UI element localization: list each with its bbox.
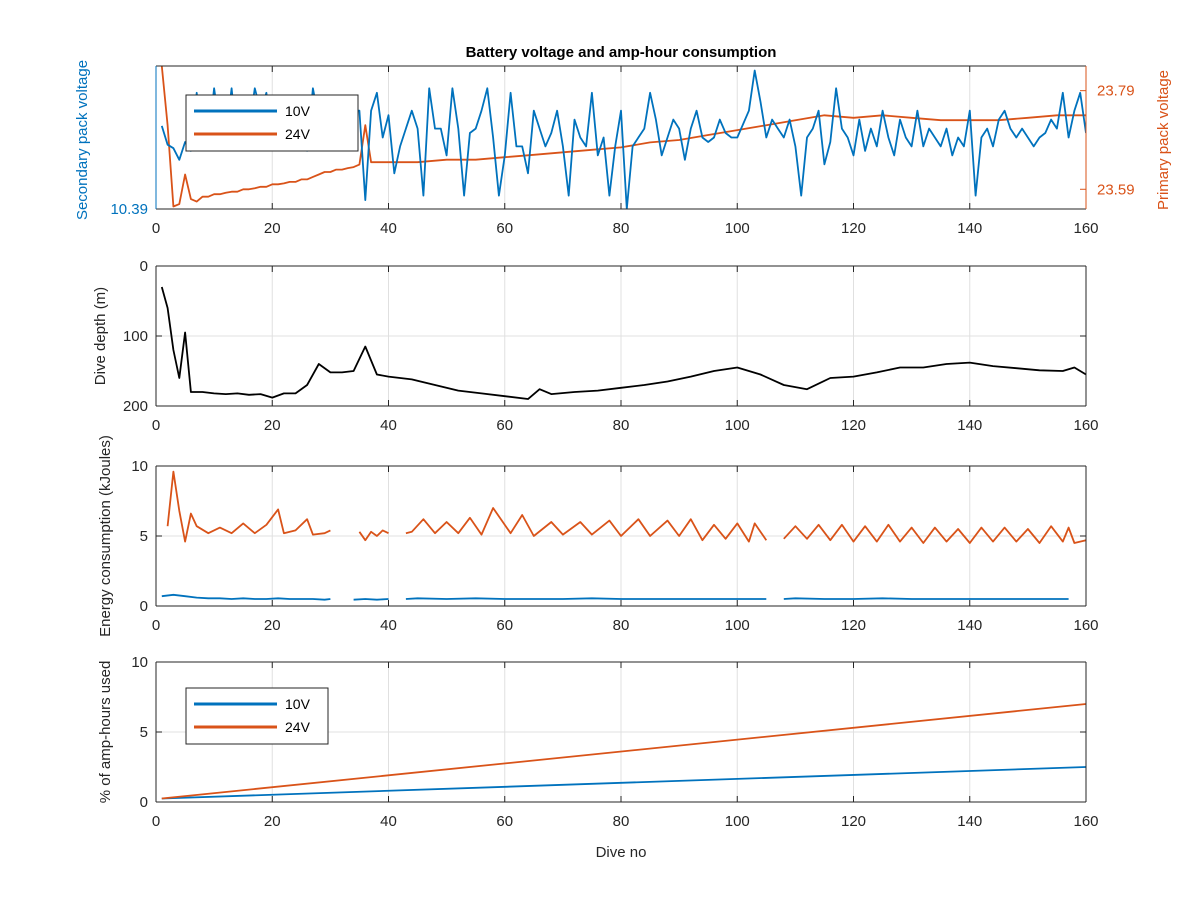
legend-box xyxy=(185,687,329,745)
x-tick-label: 60 xyxy=(496,617,513,634)
x-tick-label: 20 xyxy=(264,813,281,830)
dive-no-axis-label: Dive no xyxy=(596,844,647,861)
energy-panel: 0 20 40 60 80 100 120 140 160 0 5 10 xyxy=(131,458,1098,634)
x-tick-label: 160 xyxy=(1073,417,1098,434)
energy-24v-line xyxy=(783,523,1087,544)
x-tick-label: 100 xyxy=(725,220,750,237)
energy-10v-line xyxy=(353,598,389,601)
x-tick-label: 160 xyxy=(1073,813,1098,830)
x-tick-label: 100 xyxy=(725,617,750,634)
energy-10v-line xyxy=(405,597,767,600)
primary-voltage-axis-label: Primary pack voltage xyxy=(1155,70,1172,210)
x-tick-label: 40 xyxy=(380,220,397,237)
y-right-tick-label: 23.79 xyxy=(1097,83,1135,100)
x-tick-label: 60 xyxy=(496,417,513,434)
y-tick-label: 5 xyxy=(140,724,148,741)
series-24v-line xyxy=(160,66,1086,208)
x-tick-label: 140 xyxy=(957,617,982,634)
energy-24v-line xyxy=(166,470,331,543)
legend-label: 24V xyxy=(285,126,311,142)
legend-label: 24V xyxy=(285,719,311,735)
x-tick-label: 80 xyxy=(613,813,630,830)
energy-axis-label: Energy consumption (kJoules) xyxy=(97,435,114,637)
x-tick-label: 0 xyxy=(152,417,160,434)
y-tick-label: 10.39 xyxy=(110,201,148,218)
figure-title: Battery voltage and amp-hour consumption xyxy=(466,44,777,61)
x-tick-label: 20 xyxy=(264,417,281,434)
y-tick-label: 100 xyxy=(123,328,148,345)
amp-hours-24v-line xyxy=(161,703,1087,800)
x-tick-label: 100 xyxy=(725,813,750,830)
x-tick-label: 80 xyxy=(613,617,630,634)
x-tick-label: 20 xyxy=(264,617,281,634)
y-tick-label: 5 xyxy=(140,528,148,545)
depth-line xyxy=(160,286,1087,400)
x-tick-label: 140 xyxy=(957,417,982,434)
x-tick-label: 0 xyxy=(152,220,160,237)
y-tick-label: 10 xyxy=(131,654,148,671)
energy-10v-line xyxy=(783,597,1069,600)
legend-box xyxy=(185,94,359,152)
x-tick-label: 60 xyxy=(496,813,513,830)
amp-hours-10v-line xyxy=(161,766,1087,800)
energy-24v-line xyxy=(405,507,768,543)
legend-label: 10V xyxy=(285,103,311,119)
depth-axis-label: Dive depth (m) xyxy=(92,287,109,385)
secondary-voltage-axis-label: Secondary pack voltage xyxy=(74,60,91,220)
y-right-tick-label: 23.59 xyxy=(1097,181,1135,198)
x-tick-label: 100 xyxy=(725,417,750,434)
energy-10v-line xyxy=(161,593,331,601)
x-tick-label: 0 xyxy=(152,617,160,634)
x-tick-label: 40 xyxy=(380,813,397,830)
voltage-panel: 0 20 40 60 80 100 120 140 16010.3923.5923.7910V2… xyxy=(110,65,1135,237)
x-tick-label: 140 xyxy=(957,220,982,237)
x-tick-label: 160 xyxy=(1073,220,1098,237)
legend-label: 10V xyxy=(285,696,311,712)
x-tick-label: 0 xyxy=(152,813,160,830)
x-tick-label: 120 xyxy=(841,220,866,237)
y-tick-label: 200 xyxy=(123,398,148,415)
x-tick-label: 120 xyxy=(841,617,866,634)
x-tick-label: 40 xyxy=(380,617,397,634)
x-tick-label: 20 xyxy=(264,220,281,237)
x-tick-label: 160 xyxy=(1073,617,1098,634)
x-tick-label: 120 xyxy=(841,813,866,830)
amp-hours-axis-label: % of amp-hours used xyxy=(97,661,114,804)
y-tick-label: 0 xyxy=(140,794,148,811)
x-tick-label: 120 xyxy=(841,417,866,434)
y-tick-label: 10 xyxy=(131,458,148,475)
energy-24v-line xyxy=(358,529,389,542)
x-tick-label: 80 xyxy=(613,220,630,237)
x-tick-label: 140 xyxy=(957,813,982,830)
x-tick-label: 40 xyxy=(380,417,397,434)
depth-panel: 0 20 40 60 80 100 120 140 160 0 100 200 xyxy=(123,258,1099,434)
y-tick-label: 0 xyxy=(140,258,148,275)
x-tick-label: 80 xyxy=(613,417,630,434)
x-tick-label: 60 xyxy=(496,220,513,237)
y-tick-label: 0 xyxy=(140,598,148,615)
